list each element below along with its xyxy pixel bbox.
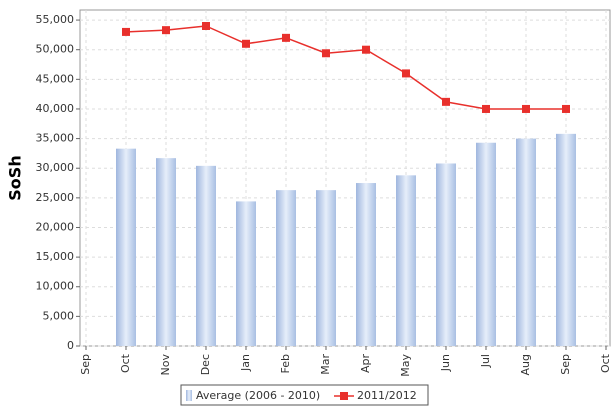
bar <box>116 148 136 346</box>
line-marker <box>362 45 370 54</box>
x-tick-label: Feb <box>279 354 292 373</box>
x-tick-label: Jun <box>439 354 452 372</box>
bar <box>476 142 496 346</box>
legend-swatch <box>340 392 348 400</box>
line-marker <box>322 49 330 58</box>
bar <box>556 133 576 346</box>
line-marker <box>202 22 210 30</box>
legend-swatch <box>186 390 192 401</box>
x-tick-label: Nov <box>159 354 172 376</box>
x-tick-label: Jan <box>239 354 252 372</box>
line-marker <box>562 104 570 113</box>
x-tick-label: Sep <box>79 354 92 375</box>
x-tick-label: Oct <box>599 353 612 373</box>
x-tick-label: Mar <box>319 354 332 375</box>
x-tick-label: Jul <box>479 354 492 368</box>
bar <box>316 190 336 346</box>
line-marker <box>242 39 250 48</box>
line-marker <box>282 33 290 42</box>
x-tick-label: Sep <box>559 354 572 375</box>
y-tick-label: 40,000 <box>36 102 75 115</box>
bar <box>276 190 296 346</box>
y-tick-label: 20,000 <box>36 220 75 233</box>
line <box>125 25 566 110</box>
y-tick-label: 45,000 <box>36 72 75 85</box>
y-tick-label: 50,000 <box>36 43 75 56</box>
x-tick-label: Dec <box>199 354 212 375</box>
line-marker <box>522 104 530 113</box>
y-tick-label: 5,000 <box>43 309 75 322</box>
x-tick-label: Apr <box>359 354 372 374</box>
legend <box>180 384 429 406</box>
bar <box>156 158 176 346</box>
y-tick-label: 35,000 <box>36 132 75 145</box>
line-marker <box>442 97 450 106</box>
legend-label: Average (2006 - 2010) <box>196 389 320 402</box>
x-tick-label: May <box>399 354 412 377</box>
y-tick-label: 10,000 <box>36 280 75 293</box>
bar <box>436 163 456 346</box>
bar <box>236 201 256 346</box>
line-marker <box>402 69 410 78</box>
line-marker <box>122 27 130 36</box>
y-tick-label: 25,000 <box>36 191 75 204</box>
y-tick-label: 55,000 <box>36 13 75 26</box>
bar <box>356 183 376 346</box>
legend-label: 2011/2012 <box>357 389 417 402</box>
bar <box>196 165 216 346</box>
y-tick-label: 0 <box>67 339 74 352</box>
x-tick-label: Aug <box>519 354 532 375</box>
y-tick-label: 15,000 <box>36 250 75 263</box>
bar <box>516 138 536 346</box>
line-marker <box>482 104 490 113</box>
y-axis-label: SoSh <box>6 155 25 200</box>
y-tick-label: 30,000 <box>36 161 75 174</box>
x-tick-label: Oct <box>119 353 132 373</box>
bar <box>396 175 416 346</box>
line-marker <box>162 26 170 35</box>
